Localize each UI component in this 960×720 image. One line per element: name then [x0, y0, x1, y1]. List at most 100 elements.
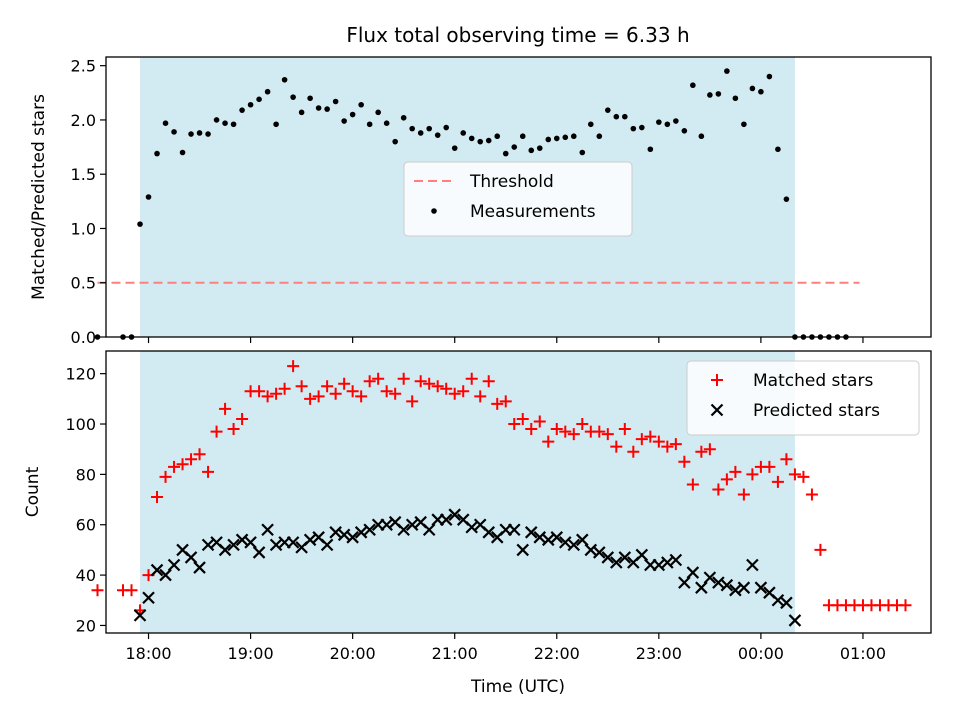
- data-point: [290, 94, 296, 100]
- data-point: [788, 614, 802, 627]
- data-point: [763, 460, 776, 473]
- data-point: [741, 121, 747, 128]
- data-point: [94, 334, 101, 340]
- y-tick-label: 100: [65, 415, 96, 434]
- series-matched-stars: [91, 360, 912, 617]
- data-point: [287, 360, 300, 373]
- data-point: [567, 538, 581, 552]
- data-point: [210, 425, 223, 438]
- data-point: [644, 430, 657, 443]
- data-point: [613, 113, 620, 120]
- x-tick-label: 19:00: [228, 644, 274, 663]
- y-tick-label: 60: [76, 516, 96, 535]
- data-point: [559, 536, 572, 549]
- data-point: [219, 402, 232, 415]
- data-point: [507, 523, 521, 537]
- x-tick-label: 23:00: [636, 644, 682, 663]
- data-point: [460, 130, 467, 136]
- data-point: [270, 387, 283, 400]
- data-point: [295, 380, 308, 393]
- data-point: [239, 107, 245, 113]
- data-point: [545, 136, 552, 143]
- data-point: [372, 372, 385, 385]
- data-point: [720, 473, 733, 486]
- data-point: [235, 533, 249, 547]
- data-point: [457, 385, 470, 398]
- data-point: [159, 470, 172, 483]
- data-point: [485, 137, 492, 144]
- y-tick-label: 0.5: [71, 274, 96, 293]
- data-point: [661, 556, 674, 569]
- data-point: [188, 131, 194, 137]
- data-point: [576, 418, 589, 431]
- data-point: [814, 543, 827, 556]
- data-point: [678, 455, 691, 468]
- data-point: [635, 548, 649, 562]
- data-point: [669, 438, 682, 451]
- data-point: [536, 145, 543, 151]
- y-tick-label: 1.5: [71, 165, 96, 184]
- data-point: [142, 591, 155, 605]
- data-point: [528, 147, 535, 154]
- data-point: [465, 372, 478, 385]
- data-point: [222, 120, 228, 127]
- data-point: [281, 76, 288, 83]
- data-point: [729, 465, 742, 478]
- data-point: [324, 106, 330, 112]
- data-point: [218, 543, 232, 557]
- data-point: [525, 423, 538, 436]
- x-tick-label: 18:00: [125, 644, 171, 663]
- data-point: [508, 418, 521, 431]
- data-point: [261, 523, 274, 537]
- data-point: [502, 150, 509, 157]
- y-tick-label: 0.0: [71, 328, 96, 347]
- data-point: [349, 111, 356, 118]
- legend-label: Measurements: [470, 202, 596, 222]
- axes-frame: [105, 56, 932, 338]
- data-point: [780, 453, 793, 466]
- y-tick-label: 40: [76, 566, 96, 585]
- data-point: [329, 526, 342, 539]
- data-point: [474, 390, 487, 403]
- data-point: [355, 390, 368, 403]
- data-point: [610, 556, 623, 569]
- data-point: [673, 118, 679, 124]
- data-point: [443, 124, 450, 131]
- data-point: [150, 563, 164, 577]
- data-point: [570, 133, 577, 140]
- data-point: [227, 538, 240, 552]
- data-point: [389, 387, 402, 400]
- legend-box: [403, 161, 633, 237]
- data-point: [596, 133, 603, 140]
- data-point: [244, 536, 257, 549]
- data-point: [363, 375, 376, 388]
- data-point: [154, 150, 160, 157]
- data-point: [264, 88, 271, 95]
- data-point: [720, 578, 734, 592]
- data-point: [125, 584, 138, 597]
- data-point: [712, 576, 725, 589]
- data-point: [320, 538, 334, 552]
- data-point: [661, 440, 674, 453]
- data-point: [193, 561, 206, 574]
- x-tick-label: 01:00: [840, 644, 886, 663]
- data-point: [91, 584, 104, 597]
- data-point: [541, 533, 555, 547]
- y-tick-label: 2.0: [71, 111, 96, 130]
- data-point: [179, 149, 186, 156]
- data-point: [746, 558, 759, 572]
- data-point: [185, 453, 198, 466]
- legend: Matched stars Predicted stars: [686, 360, 920, 436]
- data-point: [482, 526, 496, 539]
- data-point: [346, 531, 359, 544]
- data-point: [511, 144, 518, 150]
- data-point: [440, 382, 453, 395]
- data-point: [593, 425, 606, 438]
- legend-label: Matched stars: [753, 371, 873, 391]
- data-point: [321, 380, 334, 393]
- data-point: [627, 445, 640, 458]
- data-point: [635, 433, 648, 446]
- data-point: [205, 131, 211, 137]
- data-point: [707, 92, 713, 98]
- data-point: [610, 440, 623, 453]
